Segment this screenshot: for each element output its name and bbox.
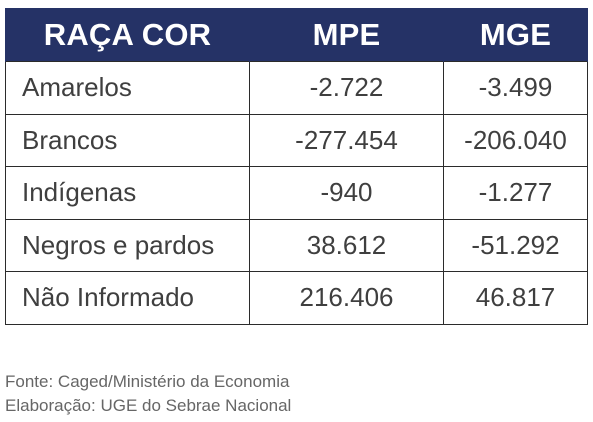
mge-value: -51.292 bbox=[443, 218, 588, 272]
header-mpe: MPE bbox=[249, 8, 444, 62]
row-label: Não Informado bbox=[5, 271, 250, 325]
table-row: Brancos -277.454 -206.040 bbox=[5, 113, 588, 167]
mpe-value: -940 bbox=[249, 166, 444, 220]
source-notes: Fonte: Caged/Ministério da Economia Elab… bbox=[5, 370, 291, 418]
row-label: Negros e pardos bbox=[5, 218, 250, 272]
source-note: Fonte: Caged/Ministério da Economia bbox=[5, 372, 290, 391]
data-table: RAÇA COR MPE MGE Amarelos -2.722 -3.499 … bbox=[5, 8, 588, 325]
table-row: Não Informado 216.406 46.817 bbox=[5, 271, 588, 325]
table-row: Negros e pardos 38.612 -51.292 bbox=[5, 218, 588, 272]
mpe-value: 216.406 bbox=[249, 271, 444, 325]
table-row: Amarelos -2.722 -3.499 bbox=[5, 61, 588, 115]
header-row: RAÇA COR MPE MGE bbox=[5, 8, 588, 62]
row-label: Amarelos bbox=[5, 61, 250, 115]
header-raca-cor: RAÇA COR bbox=[5, 8, 250, 62]
mpe-value: -2.722 bbox=[249, 61, 444, 115]
mge-value: 46.817 bbox=[443, 271, 588, 325]
mge-value: -1.277 bbox=[443, 166, 588, 220]
header-mge: MGE bbox=[443, 8, 588, 62]
row-label: Indígenas bbox=[5, 166, 250, 220]
mpe-value: 38.612 bbox=[249, 218, 444, 272]
table-row: Indígenas -940 -1.277 bbox=[5, 166, 588, 220]
prepared-by-note: Elaboração: UGE do Sebrae Nacional bbox=[5, 396, 292, 415]
mge-value: -206.040 bbox=[443, 113, 588, 167]
row-label: Brancos bbox=[5, 113, 250, 167]
mge-value: -3.499 bbox=[443, 61, 588, 115]
mpe-value: -277.454 bbox=[249, 113, 444, 167]
